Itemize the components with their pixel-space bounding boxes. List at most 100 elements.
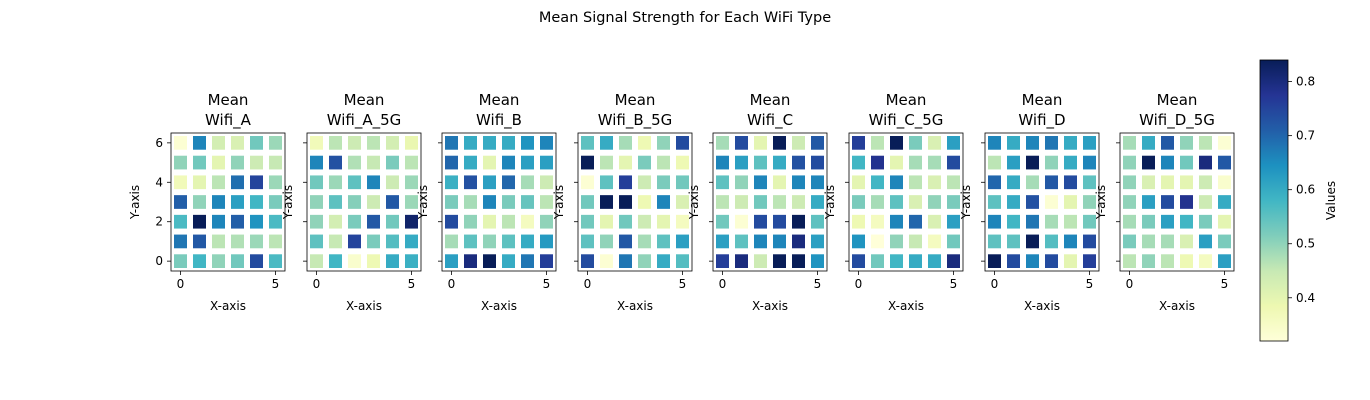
heatmap-cell — [367, 254, 380, 268]
heatmap-cell — [676, 136, 689, 150]
heatmap-cell — [1123, 136, 1136, 150]
heatmap-cell — [174, 155, 187, 170]
heatmap-cell — [735, 214, 748, 229]
heatmap-cell — [1199, 155, 1212, 170]
heatmap-cell — [657, 155, 670, 170]
heatmap-cell — [1083, 254, 1096, 268]
axes-frame — [577, 132, 693, 272]
panel-title-line1: Mean — [479, 91, 520, 109]
heatmap-cell — [792, 136, 805, 150]
heatmap-cell — [735, 155, 748, 170]
heatmap-cell — [521, 155, 534, 170]
heatmap-cell — [1007, 214, 1020, 229]
heatmap-cell — [540, 175, 553, 190]
heatmap-cell — [1083, 155, 1096, 170]
heatmap-cell — [811, 155, 824, 170]
heatmap-cell — [540, 254, 553, 268]
heatmap-cell — [657, 195, 670, 209]
panel-title-line2: Wifi_C_5G — [869, 111, 944, 130]
x-tick-label: 0 — [177, 277, 185, 291]
heatmap-cell — [212, 195, 225, 209]
colorbar-tick-label: 0.5 — [1296, 237, 1315, 251]
heatmap-cell — [1007, 136, 1020, 150]
heatmap-cell — [1142, 155, 1155, 170]
panel-title-line2: Wifi_A — [205, 111, 252, 130]
axes-frame — [170, 132, 286, 272]
heatmap-cell — [811, 214, 824, 229]
panel-title-line1: Mean — [615, 91, 656, 109]
heatmap-cell — [1045, 234, 1058, 249]
heatmap-cell — [1007, 175, 1020, 190]
heatmap-cell — [405, 234, 418, 249]
heatmap-cell — [1026, 214, 1039, 229]
heatmap-cell — [735, 175, 748, 190]
heatmap-cell — [386, 195, 399, 209]
heatmap-cell — [483, 214, 496, 229]
heatmap-cell — [348, 234, 361, 249]
heatmap-cell — [657, 175, 670, 190]
heatmap-cell — [348, 195, 361, 209]
axes-frame — [306, 132, 422, 272]
heatmap-cell — [735, 136, 748, 150]
panel-title-line1: Mean — [1157, 91, 1198, 109]
heatmap-cell — [1083, 214, 1096, 229]
heatmap-cell — [792, 234, 805, 249]
heatmap-cell — [676, 234, 689, 249]
y-tick-label: 0 — [155, 254, 163, 268]
heatmap-cell — [310, 175, 323, 190]
colorbar-tick-label: 0.6 — [1296, 183, 1315, 197]
heatmap-cell — [619, 234, 632, 249]
heatmap-cell — [852, 155, 865, 170]
heatmap-cell — [483, 195, 496, 209]
heatmap-cell — [1123, 254, 1136, 268]
heatmap-cell — [852, 195, 865, 209]
heatmap-cell — [502, 155, 515, 170]
heatmap-cell — [386, 254, 399, 268]
y-axis-label: Y-axis — [416, 185, 430, 220]
heatmap-cell — [483, 136, 496, 150]
y-axis-label: Y-axis — [128, 185, 142, 220]
heatmap-cell — [1083, 234, 1096, 249]
heatmap-cell — [540, 155, 553, 170]
x-tick-label: 0 — [584, 277, 592, 291]
heatmap-cell — [811, 136, 824, 150]
heatmap-cell — [1199, 234, 1212, 249]
heatmap-cell — [581, 155, 594, 170]
heatmap-cell — [231, 136, 244, 150]
heatmap-cell — [988, 254, 1001, 268]
heatmap-cell — [676, 175, 689, 190]
heatmap-cell — [716, 175, 729, 190]
heatmap-cell — [445, 175, 458, 190]
heatmap-cell — [909, 234, 922, 249]
colorbar-tick-label: 0.4 — [1296, 291, 1315, 305]
x-tick-label: 0 — [719, 277, 727, 291]
heatmap-cell — [445, 195, 458, 209]
heatmap-cell — [890, 195, 903, 209]
heatmap-cell — [1142, 175, 1155, 190]
heatmap-cell — [329, 254, 342, 268]
heatmap-cell — [250, 234, 263, 249]
heatmap-cell — [1142, 254, 1155, 268]
y-axis-label: Y-axis — [823, 185, 837, 220]
heatmap-cell — [405, 136, 418, 150]
heatmap-panel: Mean Wifi_B 0 5 X-axis Y-axis — [416, 91, 557, 313]
heatmap-cell — [464, 214, 477, 229]
heatmap-panels: Mean Wifi_A 0 5 X-axis 0 2 4 6 Y-axis Mean Wifi_A_5… — [128, 91, 1235, 313]
heatmap-cell — [1199, 195, 1212, 209]
heatmap-cell — [890, 214, 903, 229]
heatmap-cell — [1199, 136, 1212, 150]
heatmap-cell — [581, 214, 594, 229]
x-tick-label: 5 — [1221, 277, 1229, 291]
heatmap-cell — [1064, 195, 1077, 209]
heatmap-cell — [619, 136, 632, 150]
heatmap-cell — [405, 254, 418, 268]
panel-title-line1: Mean — [886, 91, 927, 109]
heatmap-cell — [250, 155, 263, 170]
heatmap-cell — [928, 234, 941, 249]
x-tick-label: 5 — [814, 277, 822, 291]
heatmap-cell — [1026, 155, 1039, 170]
heatmap-cell — [909, 175, 922, 190]
heatmap-cell — [1218, 136, 1231, 150]
heatmap-cell — [483, 234, 496, 249]
